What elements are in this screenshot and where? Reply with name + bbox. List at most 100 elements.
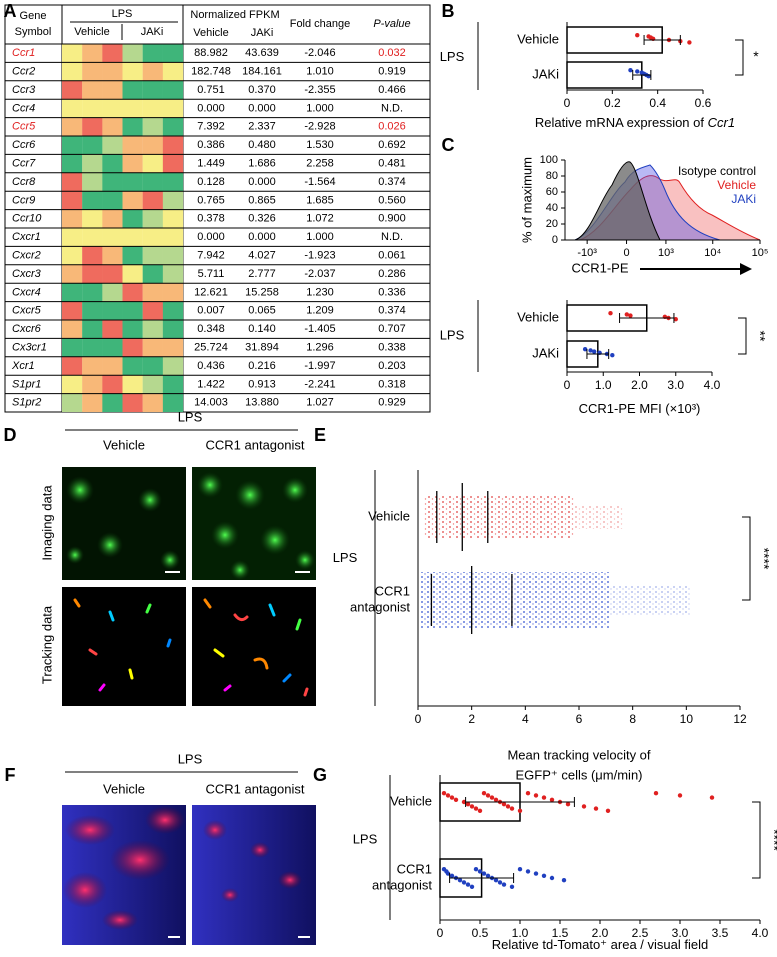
heat-cell bbox=[162, 117, 184, 136]
group-label: LPS bbox=[440, 327, 465, 342]
heat-cell bbox=[142, 44, 163, 63]
table-cell: N.D. bbox=[381, 231, 403, 243]
data-point bbox=[624, 312, 630, 317]
table-cell: 0.370 bbox=[248, 84, 276, 96]
table-cell: 0.692 bbox=[378, 139, 406, 151]
heat-cell bbox=[162, 99, 184, 118]
table-cell: 1.027 bbox=[306, 397, 334, 409]
heat-cell bbox=[102, 356, 123, 376]
data-point bbox=[591, 349, 597, 354]
heat-cell bbox=[162, 62, 184, 81]
heat-cell bbox=[102, 320, 123, 339]
x-tick-label: 4 bbox=[522, 712, 529, 726]
y-axis-label: % of maximum bbox=[519, 157, 534, 243]
group-label: LPS bbox=[333, 550, 358, 565]
category-label: antagonist bbox=[372, 877, 432, 892]
table-cell: -1.923 bbox=[304, 250, 335, 262]
category-label: Vehicle bbox=[390, 793, 432, 808]
heat-cell bbox=[62, 80, 83, 100]
table-cell: 0.929 bbox=[378, 397, 406, 409]
table-cell: 0.480 bbox=[248, 139, 276, 151]
data-point bbox=[477, 808, 483, 813]
data-point bbox=[477, 869, 483, 874]
heat-cell bbox=[142, 80, 163, 100]
data-point bbox=[610, 353, 615, 358]
table-cell: 0.338 bbox=[378, 342, 406, 354]
heat-cell bbox=[142, 246, 163, 265]
table-cell: 0.765 bbox=[197, 194, 225, 206]
table-cell: 1.000 bbox=[306, 102, 334, 114]
heat-cell bbox=[102, 264, 123, 284]
table-cell: 0.032 bbox=[378, 47, 406, 59]
gene-name: Ccr7 bbox=[12, 158, 36, 170]
data-point bbox=[561, 878, 567, 883]
panel-label: G bbox=[313, 765, 327, 785]
x-tick-label: 1.0 bbox=[595, 378, 612, 392]
heat-cell bbox=[62, 154, 83, 173]
table-cell: 13.880 bbox=[245, 397, 279, 409]
data-point bbox=[449, 873, 455, 878]
table-header: JAKi bbox=[141, 26, 164, 38]
heat-cell bbox=[122, 228, 143, 247]
gene-name: Xcr1 bbox=[11, 360, 35, 372]
data-point bbox=[593, 806, 599, 811]
gene-name: Ccr10 bbox=[12, 213, 42, 225]
heat-cell bbox=[122, 117, 143, 136]
table-cell: 0.374 bbox=[378, 176, 406, 188]
gene-name: Ccr8 bbox=[12, 176, 36, 188]
heat-cell bbox=[82, 320, 103, 339]
table-cell: 2.258 bbox=[306, 158, 334, 170]
table-cell: 7.942 bbox=[197, 250, 225, 262]
table-header: Vehicle bbox=[74, 26, 109, 38]
heat-cell bbox=[62, 264, 83, 284]
x-tick-label: 3.0 bbox=[672, 926, 689, 940]
heat-cell bbox=[62, 62, 83, 81]
heat-cell bbox=[82, 264, 103, 284]
heat-cell bbox=[162, 338, 184, 357]
heat-cell bbox=[162, 136, 184, 155]
x-tick-label: 3.0 bbox=[667, 378, 684, 392]
table-cell: 0.000 bbox=[248, 231, 276, 243]
heat-cell bbox=[162, 80, 184, 100]
table-cell: 2.337 bbox=[248, 121, 276, 133]
data-point bbox=[457, 878, 463, 883]
data-point bbox=[628, 313, 633, 318]
data-point bbox=[517, 867, 523, 872]
data-point bbox=[687, 40, 692, 45]
table-header: Fold change bbox=[290, 18, 351, 30]
table-header: LPS bbox=[112, 8, 133, 20]
table-cell: 1.000 bbox=[306, 231, 334, 243]
heat-cell bbox=[142, 356, 163, 376]
x-tick-label: 2.0 bbox=[592, 926, 609, 940]
y-tick-label: 40 bbox=[546, 202, 558, 214]
heat-cell bbox=[102, 375, 123, 394]
table-cell: 0.900 bbox=[378, 213, 406, 225]
x-axis-label: Mean tracking velocity of bbox=[507, 747, 650, 762]
heat-cell bbox=[142, 154, 163, 173]
x-axis-label-part: Relative mRNA expression of bbox=[535, 115, 708, 130]
heat-cell bbox=[62, 172, 83, 192]
legend-entry: Vehicle bbox=[717, 178, 756, 192]
heat-cell bbox=[122, 375, 143, 394]
panel-label: D bbox=[4, 425, 17, 445]
gene-name: Ccr4 bbox=[12, 102, 35, 114]
heat-cell bbox=[62, 136, 83, 155]
table-cell: -2.928 bbox=[304, 121, 335, 133]
data-point bbox=[581, 804, 587, 809]
heat-cell bbox=[122, 80, 143, 100]
heat-cell bbox=[122, 301, 143, 320]
y-tick-label: 0 bbox=[552, 234, 558, 246]
table-cell: 15.258 bbox=[245, 286, 279, 298]
heat-cell bbox=[142, 320, 163, 339]
heat-cell bbox=[122, 320, 143, 339]
table-cell: 0.000 bbox=[248, 102, 276, 114]
heat-cell bbox=[82, 154, 103, 173]
x-tick-label: 10 bbox=[680, 712, 694, 726]
heat-cell bbox=[62, 375, 83, 394]
x-tick-label: 0 bbox=[437, 926, 444, 940]
x-tick-label: -10³ bbox=[577, 247, 597, 259]
x-tick-label: 6 bbox=[576, 712, 583, 726]
x-axis-label: CCR1-PE MFI (×10³) bbox=[579, 401, 701, 416]
table-cell: 0.000 bbox=[248, 176, 276, 188]
gene-name: S1pr1 bbox=[12, 378, 41, 390]
